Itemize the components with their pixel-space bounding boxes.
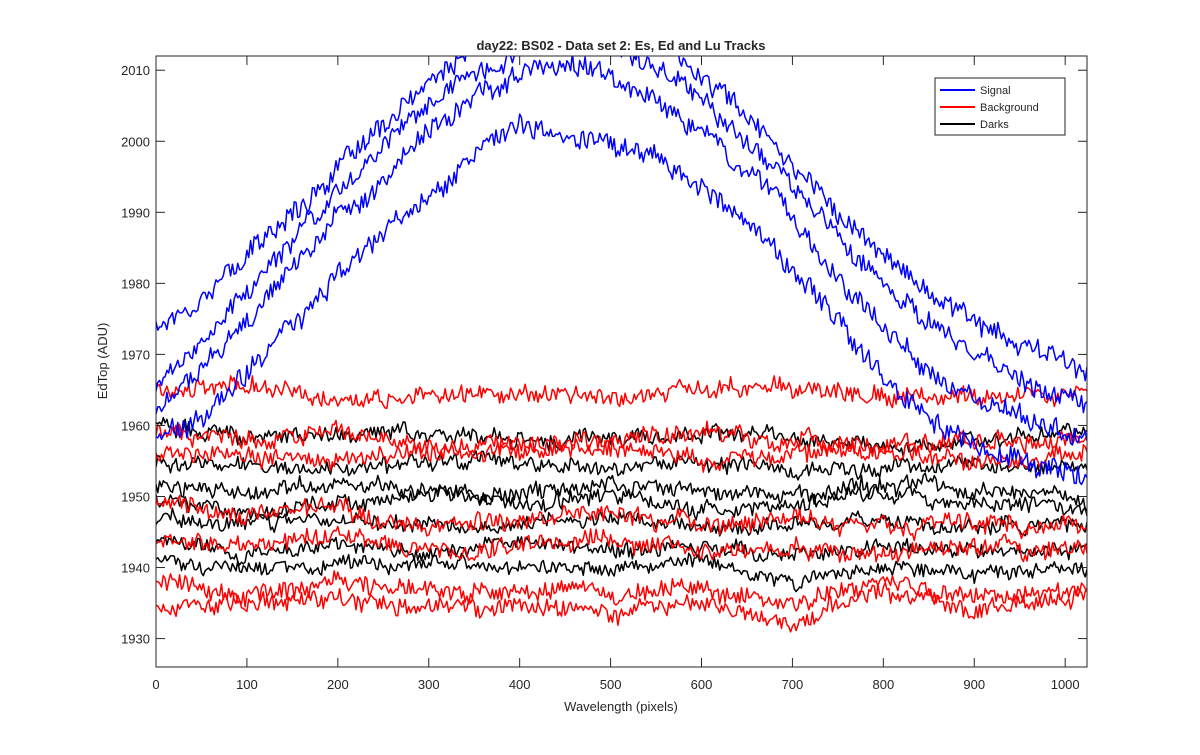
series-line-background: [156, 581, 1087, 633]
legend-label-signal: Signal: [980, 85, 1011, 97]
x-axis-ticks: 0 100 200 300 400 500 600 700 800 900 1000: [152, 56, 1080, 692]
plot-frame: [155, 55, 1088, 668]
legend: Signal Background Darks: [934, 77, 1066, 136]
x-tick-label: 700: [782, 677, 804, 692]
y-axis-ticks: 1930 1940 1950 1960 1970 1980 1990 2000 2010: [121, 63, 1087, 647]
series-line-signal: [156, 56, 1087, 446]
y-tick-label: 1990: [121, 205, 150, 220]
y-tick-label: 1980: [121, 276, 150, 291]
x-tick-label: 200: [327, 677, 349, 692]
legend-label-darks: Darks: [980, 119, 1009, 131]
series-line-signal: [156, 113, 1087, 486]
x-tick-label: 800: [872, 677, 894, 692]
y-tick-label: 1970: [121, 347, 150, 362]
x-tick-label: 100: [236, 677, 258, 692]
series-line-background: [156, 375, 1087, 409]
x-tick-label: 0: [152, 677, 159, 692]
y-tick-label: 1940: [121, 561, 150, 576]
x-tick-label: 300: [418, 677, 440, 692]
y-tick-label: 1950: [121, 489, 150, 504]
series-line-background: [156, 438, 1087, 473]
y-axis-title: EdTop (ADU): [95, 323, 110, 400]
y-tick-label: 2010: [121, 63, 150, 78]
y-tick-label: 1930: [121, 632, 150, 647]
series-line-background: [156, 494, 1087, 542]
x-tick-label: 500: [600, 677, 622, 692]
series-line-darks: [156, 486, 1087, 521]
y-tick-label: 1960: [121, 418, 150, 433]
series-layer: [156, 56, 1087, 633]
chart-title: day22: BS02 - Data set 2: Es, Ed and Lu …: [476, 38, 765, 53]
x-tick-label: 900: [963, 677, 985, 692]
x-tick-label: 400: [509, 677, 531, 692]
series-line-background: [156, 525, 1087, 563]
series-line-darks: [156, 507, 1087, 537]
series-line-darks: [156, 552, 1087, 593]
x-axis-title: Wavelength (pixels): [564, 699, 678, 714]
series-line-background: [156, 419, 1087, 456]
series-line-signal: [156, 56, 1087, 414]
legend-label-background: Background: [980, 102, 1039, 114]
series-line-darks: [156, 472, 1087, 511]
series-line-signal: [156, 56, 1087, 382]
y-tick-label: 2000: [121, 134, 150, 149]
x-tick-label: 600: [691, 677, 713, 692]
series-line-darks: [156, 534, 1087, 566]
x-tick-label: 1000: [1051, 677, 1080, 692]
series-line-darks: [156, 450, 1087, 481]
